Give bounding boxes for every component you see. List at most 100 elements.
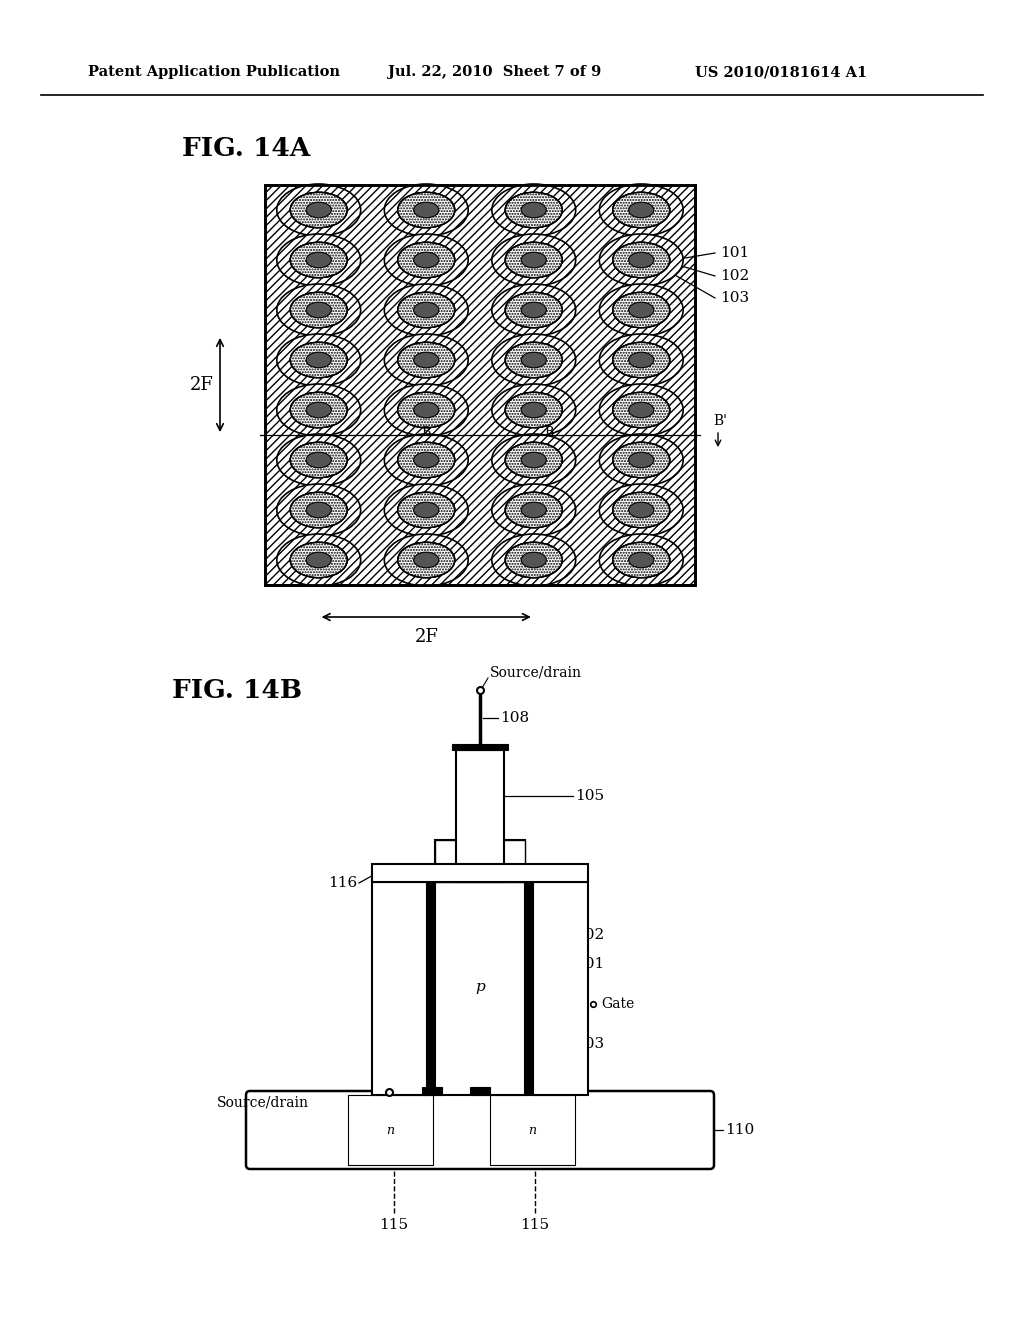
- Ellipse shape: [384, 334, 468, 385]
- Ellipse shape: [384, 284, 468, 337]
- Ellipse shape: [397, 442, 455, 478]
- Ellipse shape: [492, 334, 575, 385]
- Bar: [435, 840, 525, 1096]
- Ellipse shape: [612, 292, 670, 327]
- Ellipse shape: [629, 552, 654, 568]
- Ellipse shape: [276, 484, 360, 536]
- Ellipse shape: [384, 484, 468, 536]
- Ellipse shape: [276, 484, 360, 536]
- Ellipse shape: [290, 543, 347, 578]
- Ellipse shape: [397, 243, 455, 277]
- Text: 2F: 2F: [190, 376, 214, 393]
- Ellipse shape: [290, 543, 347, 578]
- Text: 101: 101: [720, 246, 750, 260]
- Ellipse shape: [612, 342, 670, 378]
- Ellipse shape: [505, 243, 562, 277]
- Ellipse shape: [290, 342, 347, 378]
- Bar: [348, 1096, 433, 1166]
- Bar: [372, 882, 427, 1096]
- Ellipse shape: [492, 183, 575, 236]
- Ellipse shape: [612, 193, 670, 227]
- Bar: [372, 865, 588, 882]
- Ellipse shape: [384, 434, 468, 486]
- Ellipse shape: [599, 535, 683, 586]
- Ellipse shape: [306, 252, 332, 268]
- Ellipse shape: [505, 193, 562, 227]
- Ellipse shape: [629, 352, 654, 368]
- Ellipse shape: [505, 392, 562, 428]
- Bar: [250, 1096, 710, 1166]
- Bar: [435, 840, 525, 1096]
- Ellipse shape: [629, 302, 654, 318]
- Ellipse shape: [414, 352, 439, 368]
- Ellipse shape: [612, 292, 670, 327]
- Ellipse shape: [505, 342, 562, 378]
- Text: B: B: [421, 426, 430, 440]
- Ellipse shape: [599, 234, 683, 286]
- Ellipse shape: [612, 492, 670, 528]
- Ellipse shape: [599, 334, 683, 385]
- Ellipse shape: [599, 384, 683, 436]
- Ellipse shape: [599, 284, 683, 337]
- Ellipse shape: [599, 234, 683, 286]
- Text: 116: 116: [328, 876, 357, 890]
- Bar: [490, 1096, 575, 1166]
- Bar: [456, 750, 504, 882]
- Ellipse shape: [599, 535, 683, 586]
- Ellipse shape: [290, 243, 347, 277]
- Text: Jul. 22, 2010  Sheet 7 of 9: Jul. 22, 2010 Sheet 7 of 9: [388, 65, 601, 79]
- Ellipse shape: [492, 484, 575, 536]
- Ellipse shape: [414, 403, 439, 418]
- Ellipse shape: [397, 193, 455, 227]
- Bar: [435, 840, 525, 882]
- Ellipse shape: [505, 243, 562, 277]
- Ellipse shape: [306, 552, 332, 568]
- Ellipse shape: [492, 384, 575, 436]
- Ellipse shape: [306, 453, 332, 467]
- Ellipse shape: [629, 403, 654, 418]
- Bar: [456, 750, 504, 882]
- Bar: [348, 1096, 433, 1166]
- Bar: [427, 882, 435, 1096]
- Text: FIG. 14B: FIG. 14B: [172, 677, 302, 702]
- Ellipse shape: [276, 434, 360, 486]
- Ellipse shape: [505, 543, 562, 578]
- Ellipse shape: [384, 234, 468, 286]
- Ellipse shape: [290, 292, 347, 327]
- Text: Patent Application Publication: Patent Application Publication: [88, 65, 340, 79]
- Ellipse shape: [397, 543, 455, 578]
- Ellipse shape: [384, 434, 468, 486]
- Text: B: B: [545, 426, 554, 440]
- Ellipse shape: [384, 535, 468, 586]
- Bar: [422, 1086, 442, 1096]
- Ellipse shape: [599, 434, 683, 486]
- Ellipse shape: [397, 342, 455, 378]
- Ellipse shape: [521, 302, 547, 318]
- Ellipse shape: [290, 442, 347, 478]
- Ellipse shape: [384, 284, 468, 337]
- Ellipse shape: [306, 302, 332, 318]
- Ellipse shape: [612, 342, 670, 378]
- Ellipse shape: [397, 292, 455, 327]
- Ellipse shape: [397, 392, 455, 428]
- Text: n: n: [386, 1123, 394, 1137]
- Text: 2F: 2F: [415, 628, 438, 645]
- Text: 103: 103: [720, 290, 750, 305]
- Ellipse shape: [290, 492, 347, 528]
- Ellipse shape: [492, 183, 575, 236]
- Ellipse shape: [599, 434, 683, 486]
- Ellipse shape: [521, 403, 547, 418]
- Ellipse shape: [612, 392, 670, 428]
- Ellipse shape: [505, 342, 562, 378]
- Ellipse shape: [276, 434, 360, 486]
- Ellipse shape: [384, 234, 468, 286]
- Text: 103: 103: [575, 1036, 604, 1051]
- Ellipse shape: [290, 193, 347, 227]
- Text: 101: 101: [575, 957, 604, 970]
- Bar: [372, 882, 427, 1096]
- Ellipse shape: [384, 535, 468, 586]
- Ellipse shape: [276, 284, 360, 337]
- Ellipse shape: [276, 234, 360, 286]
- Ellipse shape: [397, 342, 455, 378]
- Ellipse shape: [505, 442, 562, 478]
